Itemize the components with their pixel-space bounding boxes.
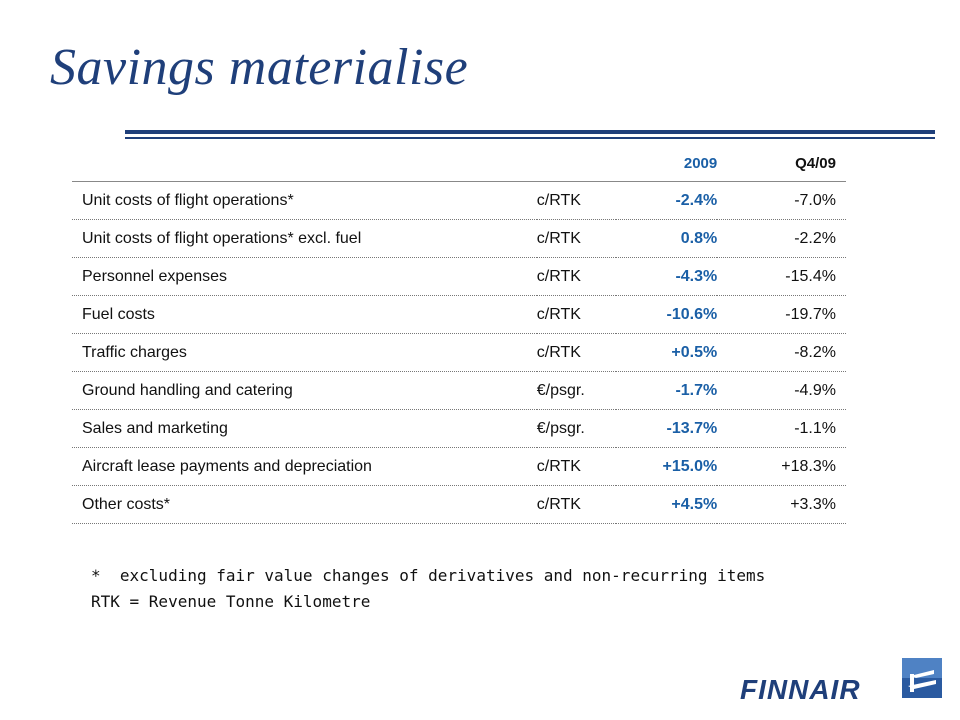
row-unit: c/RTK bbox=[536, 191, 581, 209]
row-2009-value: +15.0% bbox=[662, 457, 718, 475]
row-item: Personnel expenses bbox=[82, 267, 227, 285]
table-row: Personnel expenses c/RTK -4.3% -15.4% bbox=[72, 258, 846, 296]
row-q409-value: -8.2% bbox=[794, 343, 836, 361]
table-row: Ground handling and catering €/psgr. -1.… bbox=[72, 372, 846, 410]
row-2009-value: +0.5% bbox=[671, 343, 718, 361]
header-q409: Q4/09 bbox=[795, 155, 836, 172]
header-item bbox=[72, 146, 537, 182]
row-unit: c/RTK bbox=[536, 343, 581, 361]
row-2009-value: -10.6% bbox=[666, 305, 718, 323]
row-q409-value: -7.0% bbox=[794, 191, 836, 209]
row-q409-value: -4.9% bbox=[794, 381, 836, 399]
header-unit bbox=[537, 146, 616, 182]
row-q409-value: -19.7% bbox=[785, 305, 836, 323]
row-item: Sales and marketing bbox=[82, 419, 228, 437]
row-q409-value: +3.3% bbox=[790, 495, 836, 513]
row-item: Unit costs of flight operations* bbox=[82, 191, 294, 209]
row-item: Traffic charges bbox=[82, 343, 187, 361]
row-2009-value: -4.3% bbox=[675, 267, 718, 285]
table-row: Other costs* c/RTK +4.5% +3.3% bbox=[72, 486, 846, 524]
row-unit: c/RTK bbox=[536, 267, 581, 285]
row-q409-value: -15.4% bbox=[785, 267, 836, 285]
cost-savings-table: 2009 Q4/09 Unit costs of flight operatio… bbox=[72, 146, 846, 524]
row-item: Ground handling and catering bbox=[82, 381, 293, 399]
table-row: Sales and marketing €/psgr. -13.7% -1.1% bbox=[72, 410, 846, 448]
footnote-rtk-definition: RTK = Revenue Tonne Kilometre bbox=[91, 592, 371, 611]
row-unit: €/psgr. bbox=[536, 419, 585, 437]
table-row: Unit costs of flight operations* excl. f… bbox=[72, 220, 846, 258]
finnair-wordmark: FINNAIR bbox=[740, 674, 861, 705]
row-unit: c/RTK bbox=[536, 495, 581, 513]
page-title: Savings materialise bbox=[50, 39, 469, 96]
row-item: Unit costs of flight operations* excl. f… bbox=[82, 229, 362, 247]
row-2009-value: 0.8% bbox=[680, 229, 718, 247]
row-q409-value: +18.3% bbox=[781, 457, 836, 475]
row-unit: c/RTK bbox=[536, 305, 581, 323]
finnair-f-emblem-icon bbox=[902, 658, 942, 698]
row-2009-value: +4.5% bbox=[671, 495, 718, 513]
title-divider-thin bbox=[125, 137, 935, 139]
row-2009-value: -2.4% bbox=[675, 191, 718, 209]
row-item: Other costs* bbox=[82, 495, 171, 513]
footnote-derivatives: * excluding fair value changes of deriva… bbox=[91, 566, 766, 585]
row-item: Fuel costs bbox=[82, 305, 155, 323]
table-row: Unit costs of flight operations* c/RTK -… bbox=[72, 182, 846, 220]
row-unit: c/RTK bbox=[536, 457, 581, 475]
table-header-row: 2009 Q4/09 bbox=[72, 146, 846, 182]
row-2009-value: -13.7% bbox=[666, 419, 718, 437]
row-q409-value: -1.1% bbox=[794, 419, 836, 437]
footnotes: * excluding fair value changes of deriva… bbox=[91, 563, 765, 615]
header-2009: 2009 bbox=[683, 155, 718, 172]
table-row: Traffic charges c/RTK +0.5% -8.2% bbox=[72, 334, 846, 372]
row-2009-value: -1.7% bbox=[675, 381, 718, 399]
row-unit: €/psgr. bbox=[536, 381, 585, 399]
table-row: Aircraft lease payments and depreciation… bbox=[72, 448, 846, 486]
finnair-logo: FINNAIR bbox=[740, 656, 942, 705]
row-q409-value: -2.2% bbox=[794, 229, 836, 247]
row-unit: c/RTK bbox=[536, 229, 581, 247]
row-item: Aircraft lease payments and depreciation bbox=[82, 457, 372, 475]
table-row: Fuel costs c/RTK -10.6% -19.7% bbox=[72, 296, 846, 334]
title-divider-thick bbox=[125, 130, 935, 134]
